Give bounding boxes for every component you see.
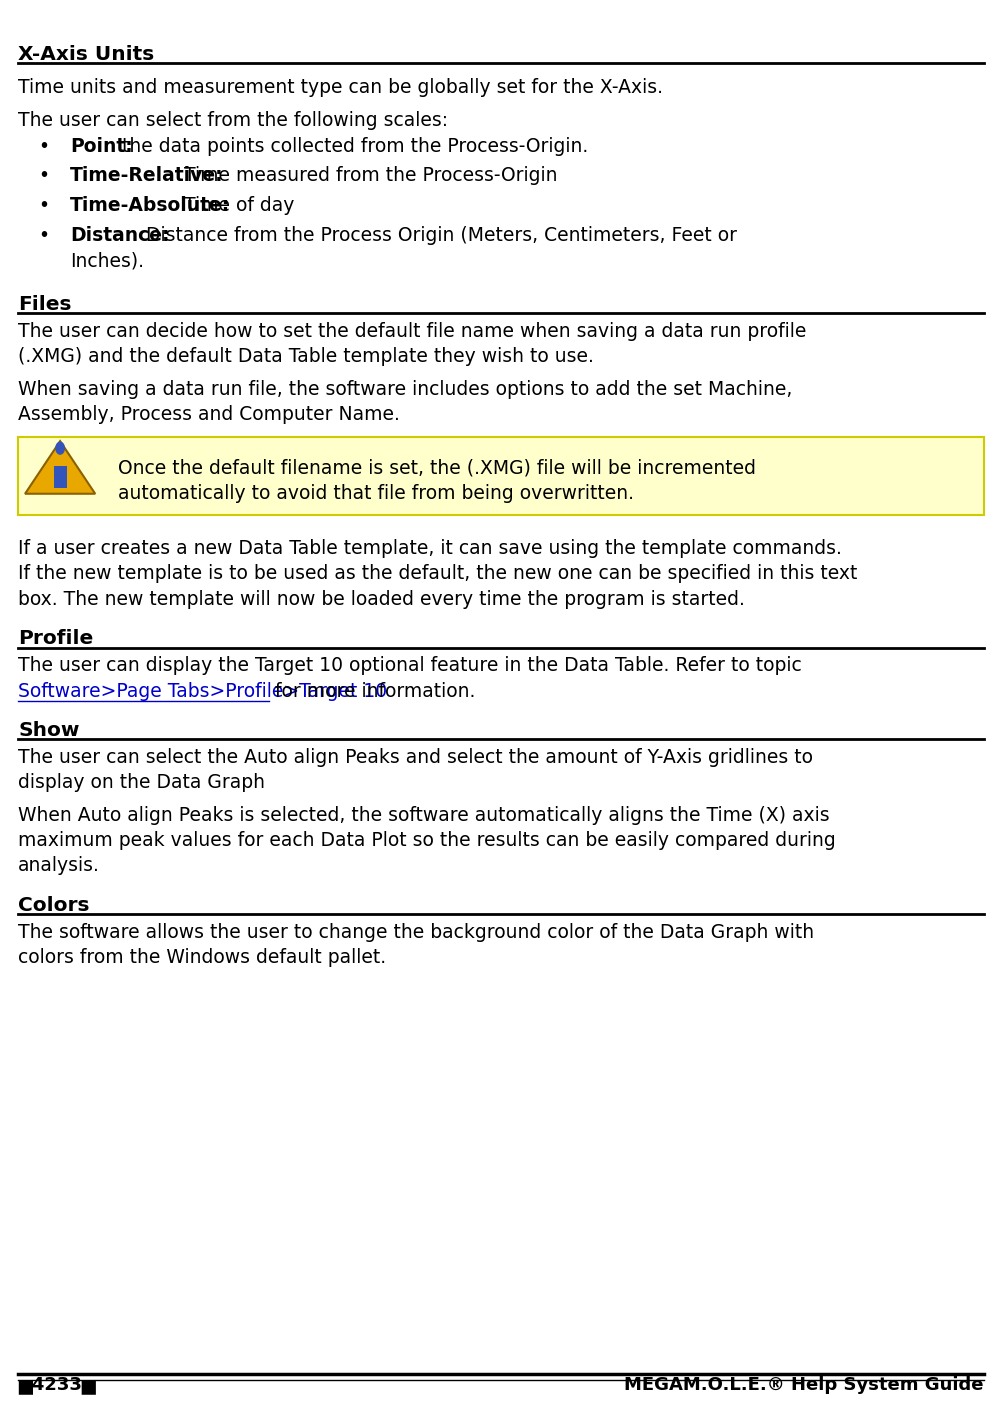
FancyBboxPatch shape: [18, 437, 984, 515]
Text: When Auto align Peaks is selected, the software automatically aligns the Time (X: When Auto align Peaks is selected, the s…: [18, 806, 830, 824]
Circle shape: [56, 442, 64, 454]
Text: analysis.: analysis.: [18, 856, 100, 875]
Text: Inches).: Inches).: [70, 251, 144, 270]
Text: Show: Show: [18, 721, 79, 739]
Text: automatically to avoid that file from being overwritten.: automatically to avoid that file from be…: [118, 484, 634, 502]
Text: ▆4233▆: ▆4233▆: [18, 1376, 96, 1394]
Text: The user can display the Target 10 optional feature in the Data Table. Refer to : The user can display the Target 10 optio…: [18, 656, 802, 674]
Text: Distance from the Process Origin (Meters, Centimeters, Feet or: Distance from the Process Origin (Meters…: [139, 226, 736, 244]
Text: If a user creates a new Data Table template, it can save using the template comm: If a user creates a new Data Table templ…: [18, 539, 842, 557]
FancyBboxPatch shape: [53, 467, 66, 488]
Text: The user can decide how to set the default file name when saving a data run prof: The user can decide how to set the defau…: [18, 322, 807, 340]
Text: MEGAM.O.L.E.® Help System Guide: MEGAM.O.L.E.® Help System Guide: [624, 1376, 984, 1394]
Text: •: •: [38, 137, 50, 155]
Text: If the new template is to be used as the default, the new one can be specified i: If the new template is to be used as the…: [18, 564, 858, 583]
Text: X-Axis Units: X-Axis Units: [18, 45, 154, 63]
Text: the data points collected from the Process-Origin.: the data points collected from the Proce…: [116, 137, 589, 155]
Text: The user can select from the following scales:: The user can select from the following s…: [18, 111, 448, 130]
Text: Software>Page Tabs>Profile>Target 10: Software>Page Tabs>Profile>Target 10: [18, 682, 387, 700]
Text: Point:: Point:: [70, 137, 133, 155]
Text: •: •: [38, 166, 50, 185]
Text: Once the default filename is set, the (.XMG) file will be incremented: Once the default filename is set, the (.…: [118, 459, 757, 477]
Text: The user can select the Auto align Peaks and select the amount of Y-Axis gridlin: The user can select the Auto align Peaks…: [18, 748, 813, 766]
Text: (.XMG) and the default Data Table template they wish to use.: (.XMG) and the default Data Table templa…: [18, 347, 594, 365]
Text: When saving a data run file, the software includes options to add the set Machin: When saving a data run file, the softwar…: [18, 380, 793, 398]
Text: Time measured from the Process-Origin: Time measured from the Process-Origin: [178, 166, 558, 185]
Text: Time units and measurement type can be globally set for the X-Axis.: Time units and measurement type can be g…: [18, 78, 663, 96]
Text: Assembly, Process and Computer Name.: Assembly, Process and Computer Name.: [18, 405, 400, 423]
Text: •: •: [38, 196, 50, 214]
Text: Colors: Colors: [18, 896, 89, 914]
Text: maximum peak values for each Data Plot so the results can be easily compared dur: maximum peak values for each Data Plot s…: [18, 831, 836, 849]
Text: •: •: [38, 226, 50, 244]
Text: Distance:: Distance:: [70, 226, 169, 244]
Text: Time-Relative:: Time-Relative:: [70, 166, 223, 185]
Polygon shape: [25, 442, 95, 494]
Text: Files: Files: [18, 295, 71, 313]
Text: colors from the Windows default pallet.: colors from the Windows default pallet.: [18, 948, 386, 967]
Text: Time of day: Time of day: [178, 196, 295, 214]
Text: Profile: Profile: [18, 629, 93, 648]
Text: box. The new template will now be loaded every time the program is started.: box. The new template will now be loaded…: [18, 590, 744, 608]
Text: The software allows the user to change the background color of the Data Graph wi: The software allows the user to change t…: [18, 923, 815, 941]
Text: for more information.: for more information.: [269, 682, 475, 700]
Text: Time-Absolute:: Time-Absolute:: [70, 196, 230, 214]
Text: display on the Data Graph: display on the Data Graph: [18, 773, 266, 792]
